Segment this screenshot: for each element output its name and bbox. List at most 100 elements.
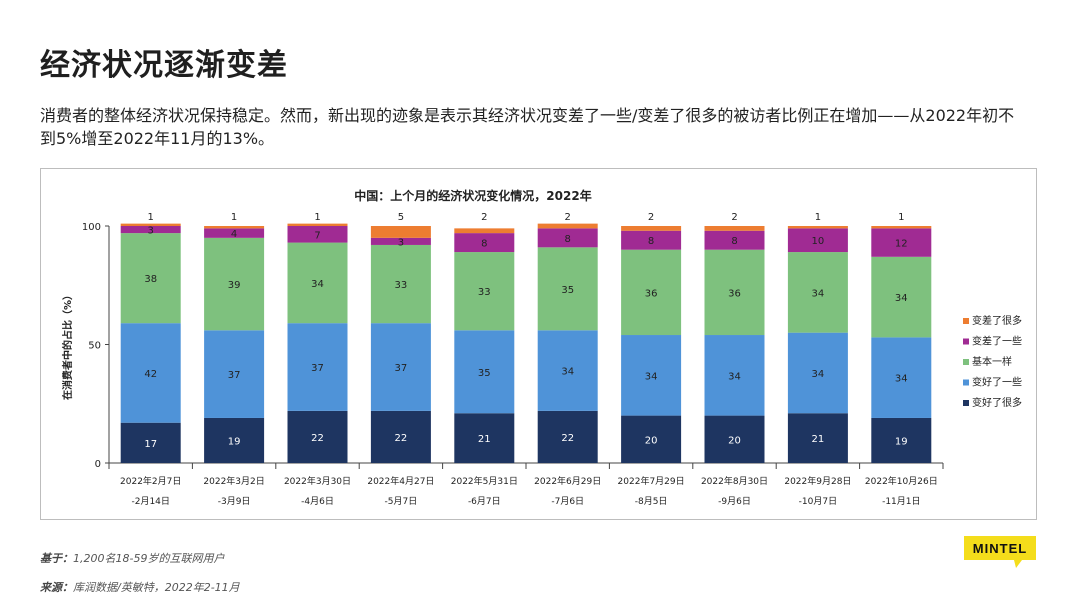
x-tick-label: -5月7日 <box>385 496 418 507</box>
data-label: 8 <box>648 236 654 247</box>
data-label: 17 <box>144 439 157 450</box>
data-label: 35 <box>478 368 491 379</box>
bar-segment <box>621 415 682 463</box>
bar-segment <box>621 335 682 416</box>
data-label: 37 <box>311 363 324 374</box>
bar-segment <box>537 223 598 229</box>
bar-segment <box>787 413 848 463</box>
bar-segment <box>120 226 181 234</box>
bar-segment <box>787 228 848 253</box>
data-label-top: 1 <box>314 212 320 223</box>
bar-segment <box>704 230 765 250</box>
bar-segment <box>370 323 431 411</box>
bar-segment <box>287 323 348 411</box>
data-label: 34 <box>728 371 741 382</box>
x-tick-label: -7月6日 <box>551 496 584 507</box>
bar-segment <box>120 223 181 226</box>
footer-source: 来源：库润数据/英敏特，2022年2-11月 <box>40 579 240 595</box>
footer-base-label: 基于： <box>40 552 73 565</box>
footer-base: 基于：1,200名18-59岁的互联网用户 <box>40 550 224 566</box>
bar-segment <box>120 422 181 463</box>
y-tick-label: 100 <box>82 222 101 233</box>
bar-segment <box>537 410 598 463</box>
data-label: 3 <box>398 237 404 248</box>
data-label: 34 <box>561 367 574 378</box>
logo-background <box>964 536 1036 560</box>
data-label: 34 <box>895 293 908 304</box>
bar-segment <box>787 332 848 414</box>
logo-tail <box>1014 560 1022 568</box>
legend-swatch <box>963 379 969 386</box>
data-label: 34 <box>812 369 825 380</box>
data-label: 34 <box>895 374 908 385</box>
y-axis-label: 在消费者中的占比（%） <box>61 290 74 400</box>
footer-base-text: 1,200名18-59岁的互联网用户 <box>73 552 225 565</box>
legend-label: 变好了一些 <box>972 376 1022 389</box>
bar-segment <box>454 233 515 253</box>
data-label-top: 2 <box>565 212 571 223</box>
data-label: 37 <box>395 363 408 374</box>
y-tick-label: 50 <box>88 341 101 352</box>
data-label: 38 <box>144 274 157 285</box>
bar-segment <box>537 330 598 411</box>
legend-swatch <box>963 318 969 324</box>
page-title: 经济状况逐渐变差 <box>40 48 288 83</box>
bar-segment <box>454 252 515 331</box>
data-label: 8 <box>481 239 487 250</box>
data-label: 12 <box>895 239 908 250</box>
legend-swatch <box>963 359 969 365</box>
bar-segment <box>204 228 265 238</box>
data-label: 42 <box>144 369 157 380</box>
x-tick-label: -11月1日 <box>882 496 920 507</box>
bar-segment <box>287 242 348 324</box>
bar-segment <box>454 413 515 463</box>
data-label-top: 1 <box>231 212 237 223</box>
legend-swatch <box>963 338 969 345</box>
bar-segment <box>204 417 265 463</box>
page-subtitle: 消费者的整体经济状况保持稳定。然而，新出现的迹象是表示其经济状况变差了一些/变差… <box>40 106 1015 148</box>
bar-segment <box>204 226 265 229</box>
data-label: 21 <box>812 434 825 445</box>
x-tick-label: 2022年3月2日 <box>203 475 264 487</box>
bar-segment <box>120 323 181 423</box>
legend-label: 变差了一些 <box>972 335 1022 348</box>
y-tick-label: 0 <box>95 459 101 470</box>
x-tick-label: -4月6日 <box>301 496 334 507</box>
data-label-top: 1 <box>815 212 821 223</box>
bar-segment <box>704 415 765 463</box>
bar-segment <box>120 233 181 324</box>
data-label: 34 <box>311 279 324 290</box>
bar-segment <box>287 226 348 243</box>
bar-segment <box>537 228 598 248</box>
x-tick-label: -8月5日 <box>635 496 668 507</box>
data-label: 20 <box>728 435 741 446</box>
data-label: 19 <box>895 436 908 447</box>
bar-segment <box>287 410 348 463</box>
bar-segment <box>370 244 431 324</box>
data-label: 39 <box>228 280 241 291</box>
x-tick-label: 2022年9月28日 <box>784 475 851 487</box>
data-label-top: 5 <box>398 212 404 223</box>
bar-segment <box>871 337 932 418</box>
legend-label: 变好了很多 <box>972 396 1022 409</box>
data-label: 37 <box>228 370 241 381</box>
bar-segment <box>704 335 765 416</box>
data-label-top: 2 <box>481 212 487 223</box>
chart-title: 中国：上个月的经济状况变化情况，2022年 <box>354 188 591 203</box>
bar-segment <box>287 223 348 226</box>
footer-source-label: 来源： <box>40 581 73 594</box>
legend-label: 基本一样 <box>972 355 1012 368</box>
data-label: 22 <box>561 433 574 444</box>
bar-segment <box>370 410 431 463</box>
x-tick-label: 2022年3月30日 <box>284 475 351 487</box>
bar-segment <box>871 226 932 229</box>
legend-label: 变差了很多 <box>972 314 1022 327</box>
legend-swatch <box>963 400 969 406</box>
data-label: 34 <box>645 371 658 382</box>
bar-segment <box>871 417 932 463</box>
x-tick-label: 2022年7月29日 <box>618 475 685 487</box>
x-tick-label: -6月7日 <box>468 496 501 507</box>
data-label: 20 <box>645 435 658 446</box>
data-label: 33 <box>478 287 491 298</box>
